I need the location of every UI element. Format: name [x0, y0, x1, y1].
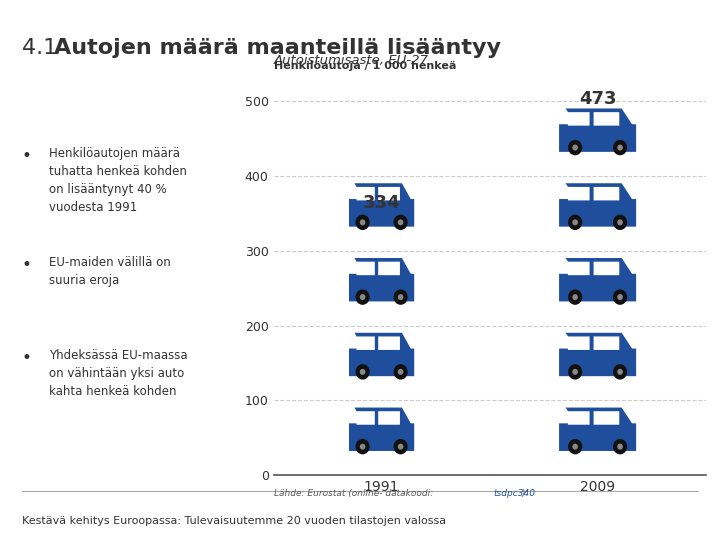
Ellipse shape [356, 214, 369, 230]
Ellipse shape [568, 364, 582, 380]
Ellipse shape [613, 364, 627, 380]
Polygon shape [565, 258, 633, 275]
FancyBboxPatch shape [593, 187, 619, 200]
Ellipse shape [394, 364, 408, 380]
Ellipse shape [394, 289, 408, 305]
Text: •: • [22, 147, 32, 165]
Ellipse shape [568, 439, 582, 454]
Ellipse shape [356, 289, 369, 305]
Ellipse shape [617, 145, 623, 151]
FancyBboxPatch shape [593, 411, 619, 425]
Text: Kestävä kehitys Euroopassa: Tulevaisuutemme 20 vuoden tilastojen valossa: Kestävä kehitys Euroopassa: Tulevaisuute… [22, 516, 446, 526]
FancyBboxPatch shape [559, 423, 636, 451]
Ellipse shape [356, 364, 369, 380]
Polygon shape [565, 109, 633, 126]
Ellipse shape [360, 369, 366, 375]
Ellipse shape [613, 439, 627, 454]
Ellipse shape [617, 369, 623, 375]
FancyBboxPatch shape [349, 348, 414, 376]
Ellipse shape [360, 294, 366, 300]
Ellipse shape [568, 289, 582, 305]
FancyBboxPatch shape [356, 262, 375, 275]
Ellipse shape [572, 369, 578, 375]
Polygon shape [565, 333, 633, 350]
FancyBboxPatch shape [568, 112, 590, 126]
Ellipse shape [617, 219, 623, 225]
Text: Yhdeksässä EU-maassa
on vähintään yksi auto
kahta henkeä kohden: Yhdeksässä EU-maassa on vähintään yksi a… [49, 349, 188, 398]
Text: 4.1: 4.1 [22, 38, 64, 58]
FancyBboxPatch shape [356, 336, 375, 350]
Text: Lähde: Eurostat (online- datakoodi:: Lähde: Eurostat (online- datakoodi: [274, 489, 436, 498]
Ellipse shape [613, 140, 627, 156]
Text: EU-maiden välillä on
suuria eroja: EU-maiden välillä on suuria eroja [49, 256, 171, 287]
Text: 473: 473 [579, 90, 616, 108]
Ellipse shape [360, 219, 366, 225]
Ellipse shape [397, 294, 403, 300]
Polygon shape [565, 408, 633, 425]
FancyBboxPatch shape [559, 348, 636, 376]
Ellipse shape [568, 140, 582, 156]
Ellipse shape [572, 294, 578, 300]
Ellipse shape [397, 444, 403, 450]
Ellipse shape [617, 444, 623, 450]
Text: Autojen määrä maanteillä lisääntyy: Autojen määrä maanteillä lisääntyy [54, 38, 501, 58]
Ellipse shape [397, 219, 403, 225]
Text: ): ) [522, 489, 526, 498]
Ellipse shape [397, 369, 403, 375]
FancyBboxPatch shape [559, 199, 636, 227]
FancyBboxPatch shape [378, 336, 400, 350]
Polygon shape [354, 183, 411, 200]
Ellipse shape [617, 294, 623, 300]
FancyBboxPatch shape [378, 262, 400, 275]
FancyBboxPatch shape [593, 336, 619, 350]
Ellipse shape [613, 289, 627, 305]
FancyBboxPatch shape [349, 274, 414, 301]
FancyBboxPatch shape [349, 423, 414, 451]
Text: •: • [22, 349, 32, 367]
Ellipse shape [572, 219, 578, 225]
Ellipse shape [613, 214, 627, 230]
FancyBboxPatch shape [378, 411, 400, 425]
Ellipse shape [360, 444, 366, 450]
Text: tsdpc340: tsdpc340 [493, 489, 535, 498]
FancyBboxPatch shape [568, 187, 590, 200]
Ellipse shape [568, 214, 582, 230]
FancyBboxPatch shape [559, 124, 636, 152]
FancyBboxPatch shape [568, 411, 590, 425]
Polygon shape [565, 183, 633, 200]
Ellipse shape [572, 444, 578, 450]
Text: 334: 334 [363, 194, 400, 212]
Polygon shape [354, 258, 411, 275]
Polygon shape [354, 408, 411, 425]
FancyBboxPatch shape [349, 199, 414, 227]
FancyBboxPatch shape [593, 262, 619, 275]
FancyBboxPatch shape [559, 274, 636, 301]
FancyBboxPatch shape [378, 187, 400, 200]
Text: Henkilöautoja / 1 000 henkeä: Henkilöautoja / 1 000 henkeä [274, 61, 456, 71]
Text: Henkilöautojen määrä
tuhatta henkeä kohden
on lisääntynyt 40 %
vuodesta 1991: Henkilöautojen määrä tuhatta henkeä kohd… [49, 147, 187, 214]
FancyBboxPatch shape [356, 187, 375, 200]
Ellipse shape [356, 439, 369, 454]
Ellipse shape [572, 145, 578, 151]
Text: Autoistumisaste, EU-27: Autoistumisaste, EU-27 [274, 54, 428, 67]
FancyBboxPatch shape [356, 411, 375, 425]
FancyBboxPatch shape [593, 112, 619, 126]
FancyBboxPatch shape [568, 336, 590, 350]
FancyBboxPatch shape [568, 262, 590, 275]
Polygon shape [354, 333, 411, 350]
Ellipse shape [394, 439, 408, 454]
Ellipse shape [394, 214, 408, 230]
Text: •: • [22, 256, 32, 274]
